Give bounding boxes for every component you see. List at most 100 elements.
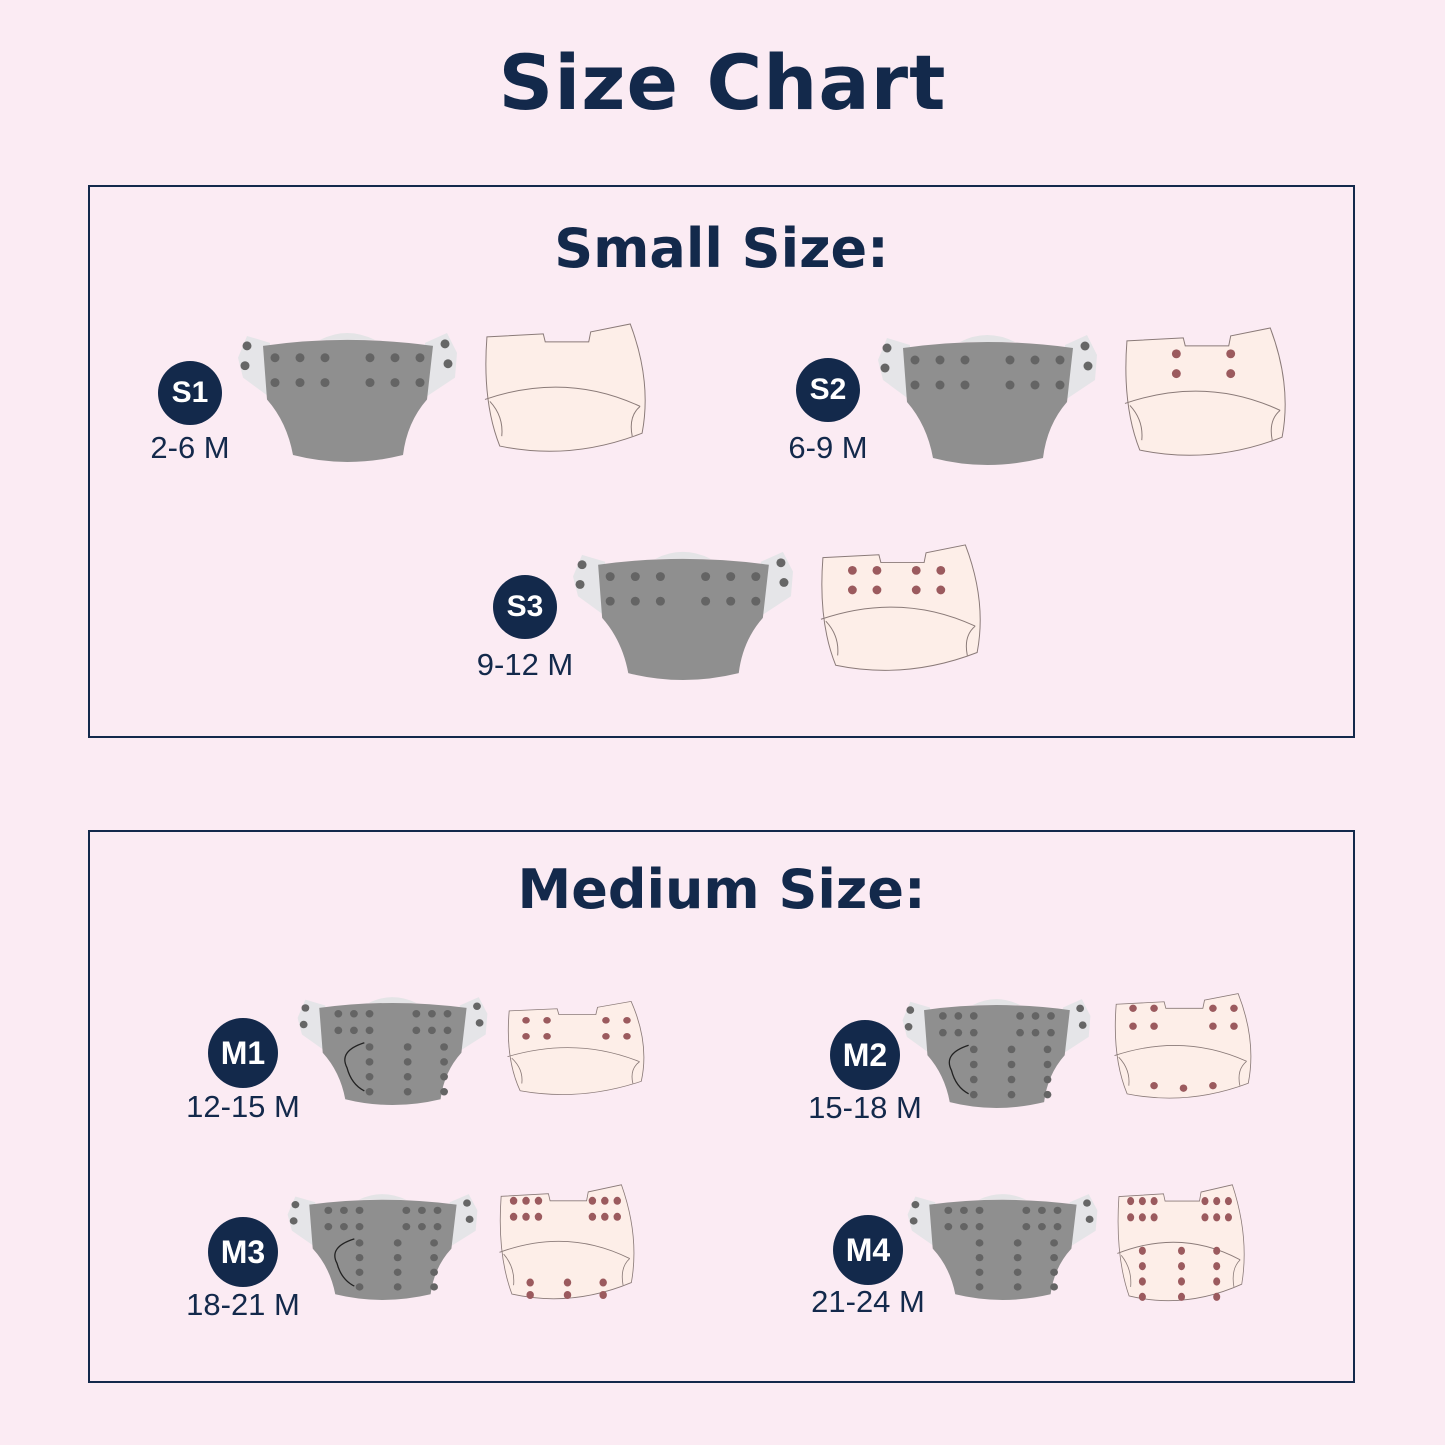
snap-dot (270, 378, 280, 388)
snap-dot (440, 1073, 448, 1081)
snap-dot (1013, 1268, 1022, 1276)
snap-dot (969, 1060, 978, 1069)
right-tab (425, 332, 457, 398)
diaper-body (598, 558, 769, 680)
snap-dot (588, 1212, 597, 1221)
snap-dot (1083, 1199, 1091, 1207)
snap-dot (975, 1206, 984, 1215)
snap-dot (975, 1239, 984, 1247)
snap-dot (613, 1196, 621, 1205)
snap-dot (588, 1196, 597, 1205)
left-tab (297, 999, 326, 1052)
snap-dot (1005, 355, 1015, 365)
snap-dot (1085, 1215, 1094, 1223)
snap-dot (443, 1010, 452, 1018)
snap-dot (1129, 1004, 1137, 1012)
snap-dot (960, 1223, 968, 1231)
snap-dot (1076, 1004, 1084, 1013)
size-badge: S2 (796, 358, 860, 422)
snap-dot (847, 565, 857, 575)
left-tab (878, 338, 910, 400)
size-badge: S3 (493, 575, 557, 639)
snap-dot (910, 355, 920, 365)
snap-dot (1230, 1004, 1238, 1012)
snap-dot (1171, 369, 1181, 379)
snap-dot (270, 353, 280, 363)
snap-dot (1031, 1028, 1040, 1037)
snap-dot (1043, 1075, 1052, 1084)
snap-dot (415, 378, 425, 388)
snap-dot (630, 596, 640, 606)
snap-dot (960, 1206, 968, 1215)
snap-dot (355, 1283, 364, 1291)
snap-dot (701, 572, 711, 581)
snap-dot (299, 1020, 308, 1029)
snap-dot (1055, 355, 1065, 365)
page-title: Size Chart (498, 38, 947, 127)
snap-dot (880, 363, 890, 373)
snap-dot (1209, 1082, 1217, 1090)
snap-dot (1150, 1213, 1158, 1222)
snap-dot (1138, 1262, 1146, 1271)
snap-dot (1007, 1060, 1016, 1069)
snap-dot (939, 1028, 947, 1037)
snap-dot (969, 1075, 978, 1084)
snap-dot (599, 1278, 607, 1287)
snap-dot (475, 1019, 484, 1027)
snap-dot (1030, 380, 1040, 390)
snap-dot (350, 1026, 358, 1035)
snap-dot (1213, 1213, 1221, 1222)
snap-dot (1053, 1206, 1062, 1215)
snap-dot (1127, 1213, 1135, 1222)
snap-dot (1213, 1292, 1221, 1301)
snap-dot (1038, 1206, 1046, 1215)
snap-dot (324, 1206, 333, 1215)
snap-dot (1043, 1060, 1052, 1069)
snap-dot (355, 1268, 364, 1276)
snap-dot (936, 585, 946, 595)
snap-dot (526, 1291, 534, 1299)
diaper-front-illustration (878, 335, 1097, 465)
diaper-body (263, 339, 433, 462)
snap-dot (1031, 1012, 1040, 1020)
diaper-front-illustration (297, 997, 488, 1105)
diaper-back-illustration (1114, 993, 1252, 1099)
snap-dot (433, 1206, 442, 1215)
snap-dot (954, 1012, 963, 1020)
snap-dot (534, 1212, 543, 1221)
snap-dot (355, 1206, 364, 1215)
snap-dot (1213, 1246, 1221, 1255)
snap-dot (428, 1026, 436, 1035)
snap-dot (944, 1206, 953, 1215)
snap-dot (599, 1291, 607, 1299)
snap-dot (623, 1017, 631, 1024)
snap-dot (1016, 1028, 1024, 1037)
snap-dot (320, 353, 330, 363)
snap-dot (1050, 1268, 1058, 1276)
snap-dot (935, 380, 945, 390)
snap-dot (1022, 1223, 1031, 1231)
snap-dot (365, 353, 375, 363)
snap-dot (403, 1073, 412, 1081)
left-tab (902, 1001, 931, 1054)
snap-dot (418, 1206, 426, 1215)
snap-dot (911, 1201, 920, 1209)
snap-dot (1050, 1283, 1058, 1291)
snap-dot (1080, 341, 1090, 351)
snap-dot (365, 1073, 374, 1081)
diaper-back-illustration (507, 1001, 645, 1095)
snap-dot (1224, 1213, 1232, 1222)
snap-dot (655, 596, 665, 606)
snap-dot (975, 1223, 984, 1231)
snap-dot (936, 565, 946, 575)
snap-dot (960, 355, 970, 365)
snap-dot (904, 1023, 913, 1031)
snap-dot (975, 1253, 984, 1262)
snap-dot (726, 572, 736, 581)
snap-dot (1179, 1084, 1188, 1092)
snap-dot (430, 1268, 438, 1276)
diaper-back-illustration (820, 544, 981, 671)
diaper-back-illustration (1124, 327, 1286, 456)
diaper-back-illustration (1117, 1184, 1245, 1302)
right-tab (1065, 335, 1097, 400)
